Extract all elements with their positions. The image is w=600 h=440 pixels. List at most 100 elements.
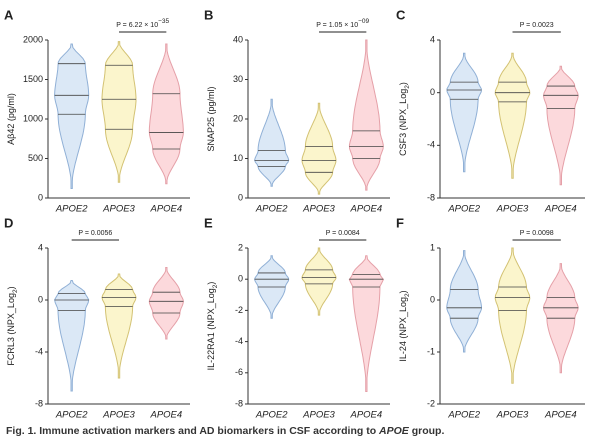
label-part: P = 0.0023 bbox=[520, 22, 554, 29]
y-tick-label: -1 bbox=[427, 346, 435, 356]
x-tick-label: APOE3 bbox=[496, 204, 529, 215]
y-tick-label: -4 bbox=[35, 346, 43, 356]
x-tick-label: APOE4 bbox=[544, 410, 577, 421]
y-tick-label: 4 bbox=[38, 242, 43, 252]
violin bbox=[348, 255, 384, 392]
label-part: IL-24 (NPX_Log bbox=[398, 297, 408, 362]
caption-text: group. bbox=[409, 425, 445, 437]
violin bbox=[101, 41, 137, 183]
panel-letter: D bbox=[4, 215, 13, 230]
x-tick-label: APOE4 bbox=[149, 410, 182, 421]
label-part: FCRL3 (NPX_Log bbox=[6, 293, 16, 366]
label-part: P = 0.0098 bbox=[520, 230, 554, 237]
label-part: Aβ42 (pg/ml) bbox=[6, 93, 16, 145]
label-part: ) bbox=[398, 290, 408, 293]
violin bbox=[254, 98, 290, 187]
p-value: P = 6.22 × 10−35 bbox=[116, 18, 169, 29]
label-part: P = 0.0084 bbox=[326, 230, 360, 237]
x-tick-label: APOE2 bbox=[447, 204, 480, 215]
violin bbox=[301, 102, 337, 195]
label-part: −09 bbox=[358, 18, 369, 25]
panel-letter: B bbox=[204, 7, 213, 22]
p-value: P = 1.05 × 10−09 bbox=[316, 18, 369, 29]
panel-letter: E bbox=[204, 215, 213, 230]
x-tick-label: APOE4 bbox=[149, 204, 182, 215]
violin bbox=[301, 247, 337, 316]
label-part: ) bbox=[398, 82, 408, 85]
label-part: IL-22RA1 (NPX_Log bbox=[206, 288, 216, 370]
y-axis-label: FCRL3 (NPX_Log2) bbox=[6, 286, 19, 365]
y-tick-label: 2 bbox=[238, 242, 243, 252]
y-tick-label: 30 bbox=[233, 74, 243, 84]
y-tick-label: 0 bbox=[430, 87, 435, 97]
y-tick-label: 0 bbox=[38, 192, 43, 202]
violin bbox=[494, 52, 531, 179]
label-part: 2 bbox=[12, 289, 19, 293]
label-part: P = 6.22 × 10 bbox=[116, 22, 158, 29]
x-tick-label: APOE4 bbox=[349, 410, 382, 421]
label-part: 2 bbox=[212, 284, 219, 288]
p-value: P = 0.0056 bbox=[78, 230, 112, 237]
label-part: SNAP25 (pg/ml) bbox=[206, 86, 216, 151]
y-tick-label: -6 bbox=[235, 367, 243, 377]
violin bbox=[494, 247, 531, 384]
violin bbox=[101, 273, 137, 379]
panel-letter: F bbox=[396, 215, 404, 230]
label-part: ) bbox=[6, 286, 16, 289]
y-tick-label: 500 bbox=[28, 153, 43, 163]
y-tick-label: 2000 bbox=[23, 34, 43, 44]
label-part: 2 bbox=[404, 293, 411, 297]
y-axis-label: CSF3 (NPX_Log2) bbox=[398, 82, 411, 156]
label-part: P = 1.05 × 10 bbox=[316, 22, 358, 29]
y-tick-label: 1500 bbox=[23, 74, 43, 84]
label-part: −35 bbox=[158, 18, 169, 25]
y-tick-label: 40 bbox=[233, 34, 243, 44]
y-axis-label: Aβ42 (pg/ml) bbox=[6, 93, 16, 145]
x-tick-label: APOE2 bbox=[255, 410, 288, 421]
violin bbox=[446, 52, 482, 173]
y-axis-label: IL-22RA1 (NPX_Log2) bbox=[206, 282, 219, 371]
y-tick-label: 0 bbox=[238, 192, 243, 202]
label-part: 2 bbox=[404, 85, 411, 89]
x-tick-label: APOE3 bbox=[102, 410, 135, 421]
y-tick-label: 0 bbox=[38, 294, 43, 304]
x-tick-label: APOE2 bbox=[255, 204, 288, 215]
violin bbox=[148, 43, 184, 185]
y-tick-label: 0 bbox=[238, 274, 243, 284]
x-tick-label: APOE3 bbox=[302, 410, 335, 421]
y-tick-label: 0 bbox=[430, 294, 435, 304]
y-tick-label: 10 bbox=[233, 153, 243, 163]
y-tick-label: 4 bbox=[430, 34, 435, 44]
panel-letter: C bbox=[396, 7, 406, 22]
label-part: ) bbox=[206, 282, 216, 285]
y-axis-label: IL-24 (NPX_Log2) bbox=[398, 290, 411, 361]
violin bbox=[54, 43, 90, 189]
caption: Fig. 1. Immune activation markers and AD… bbox=[6, 425, 444, 437]
y-tick-label: 1 bbox=[430, 242, 435, 252]
violin bbox=[446, 250, 482, 353]
x-tick-label: APOE3 bbox=[302, 204, 335, 215]
p-value: P = 0.0023 bbox=[520, 22, 554, 29]
y-tick-label: 20 bbox=[233, 113, 243, 123]
y-axis-label: SNAP25 (pg/ml) bbox=[206, 86, 216, 151]
y-tick-label: -4 bbox=[235, 336, 243, 346]
x-tick-label: APOE4 bbox=[544, 204, 577, 215]
y-tick-label: 1000 bbox=[23, 113, 43, 123]
p-value: P = 0.0084 bbox=[326, 230, 360, 237]
violin bbox=[542, 65, 579, 186]
x-tick-label: APOE3 bbox=[102, 204, 135, 215]
violin bbox=[348, 39, 384, 191]
p-value: P = 0.0098 bbox=[520, 230, 554, 237]
caption-text: APOE bbox=[378, 425, 410, 437]
y-tick-label: -8 bbox=[427, 192, 435, 202]
label-part: CSF3 (NPX_Log bbox=[398, 89, 408, 156]
caption-text: Fig. 1. Immune activation markers and AD… bbox=[6, 425, 379, 437]
violin bbox=[148, 267, 184, 340]
y-tick-label: -4 bbox=[427, 140, 435, 150]
y-tick-label: -2 bbox=[427, 398, 435, 408]
x-tick-label: APOE4 bbox=[349, 204, 382, 215]
x-tick-label: APOE2 bbox=[55, 410, 88, 421]
violin bbox=[54, 280, 90, 392]
x-tick-label: APOE2 bbox=[447, 410, 480, 421]
